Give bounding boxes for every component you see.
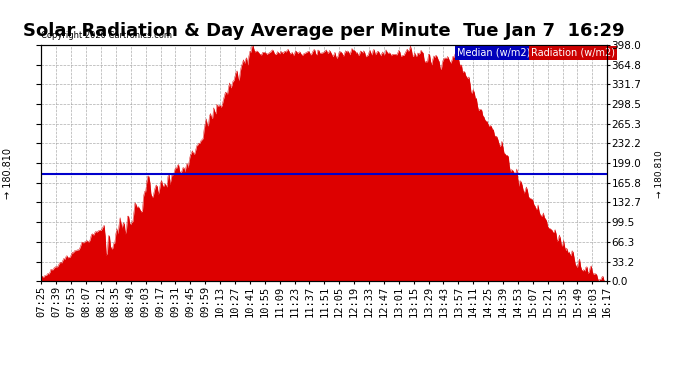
Text: → 180.810: → 180.810 <box>656 150 664 198</box>
Text: Radiation (w/m2): Radiation (w/m2) <box>531 48 615 57</box>
Text: Median (w/m2): Median (w/m2) <box>457 48 531 57</box>
Title: Solar Radiation & Day Average per Minute  Tue Jan 7  16:29: Solar Radiation & Day Average per Minute… <box>23 22 625 40</box>
Text: Copyright 2020 Cartronics.com: Copyright 2020 Cartronics.com <box>41 31 172 40</box>
Text: → 180.810: → 180.810 <box>3 148 13 200</box>
